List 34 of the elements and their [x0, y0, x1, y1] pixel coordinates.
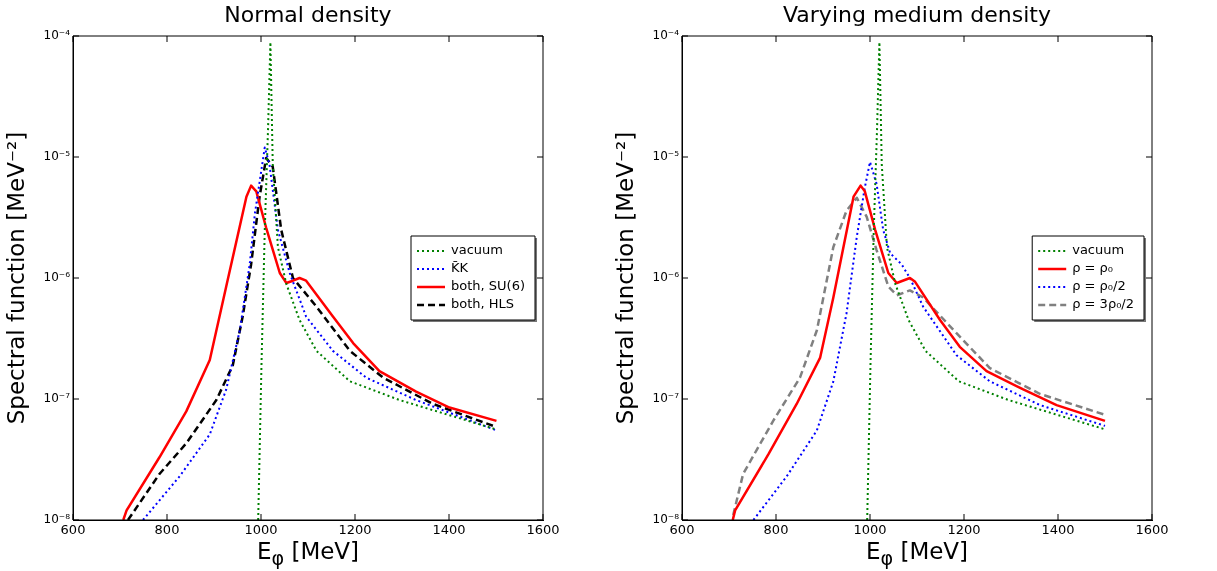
legend-label: K̄K: [451, 260, 469, 276]
y-tick-label: 10⁻⁴: [652, 28, 680, 43]
y-tick-label: 10⁻⁷: [652, 391, 680, 406]
x-tick-label: 1600: [526, 522, 560, 538]
y-tick-label: 10⁻⁶: [43, 270, 71, 285]
chart-title: Varying medium density: [782, 2, 1052, 27]
y-tick-label: 10⁻⁶: [652, 270, 680, 285]
x-tick-label: 1000: [244, 522, 278, 538]
x-tick-label: 800: [763, 522, 789, 538]
x-tick-label: 1400: [432, 522, 466, 538]
y-tick-label: 10⁻⁵: [652, 149, 680, 164]
x-tick-label: 600: [669, 522, 695, 538]
legend-label: both, SU(6): [451, 278, 526, 294]
y-tick-label: 10⁻⁴: [43, 28, 71, 43]
x-tick-label: 800: [154, 522, 180, 538]
x-tick-label: 1200: [338, 522, 372, 538]
legend-label: vacuum: [1072, 242, 1125, 258]
legend-label: both, HLS: [451, 296, 515, 312]
y-axis-title: Spectral function [MeV⁻²]: [611, 131, 638, 425]
y-tick-label: 10⁻⁵: [43, 149, 71, 164]
x-tick-label: 1600: [1135, 522, 1169, 538]
legend-label: ρ = ρ₀: [1072, 260, 1114, 276]
legend-label: vacuum: [451, 242, 503, 258]
y-tick-label: 10⁻⁷: [43, 391, 71, 406]
chart-title: Normal density: [223, 2, 393, 27]
x-axis-title: E$_{φ}$ [MeV]: [864, 538, 970, 570]
y-axis-title: Spectral function [MeV⁻²]: [2, 131, 29, 425]
x-tick-label: 600: [60, 522, 86, 538]
x-tick-label: 1000: [853, 522, 887, 538]
legend-label: ρ = ρ₀/2: [1072, 278, 1126, 294]
x-axis-title: E$_{φ}$ [MeV]: [255, 538, 361, 570]
x-tick-label: 1200: [947, 522, 981, 538]
x-tick-label: 1400: [1041, 522, 1075, 538]
legend-label: ρ = 3ρ₀/2: [1072, 296, 1134, 312]
